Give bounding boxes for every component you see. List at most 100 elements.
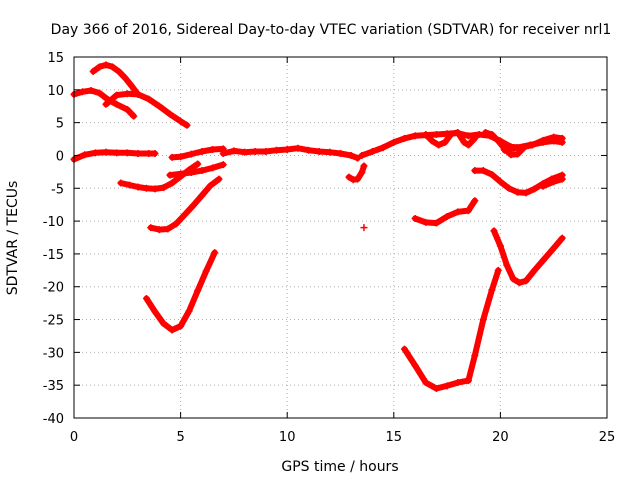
- data-point: [354, 154, 362, 162]
- data-point: [187, 169, 195, 177]
- data-point: [400, 134, 408, 142]
- data-point: [130, 112, 138, 120]
- data-point: [121, 74, 129, 82]
- data-point: [479, 316, 487, 324]
- data-point: [177, 170, 185, 178]
- data-point: [194, 287, 202, 295]
- y-tick-label: -40: [43, 412, 64, 427]
- data-point: [123, 106, 131, 114]
- data-point: [151, 185, 159, 193]
- data-point: [168, 179, 176, 187]
- y-tick-label: -30: [43, 346, 64, 361]
- data-point: [117, 179, 125, 187]
- data-point: [125, 181, 133, 189]
- data-point: [230, 147, 238, 155]
- data-point: [91, 149, 99, 157]
- data-point: [411, 132, 419, 140]
- data-point: [358, 169, 366, 177]
- axis-ticks: 0 5 10 15 20 25 -40 -35 -30 -25 -20 -15 -10 -5 0 5 10 15: [43, 51, 616, 445]
- data-point: [464, 141, 472, 149]
- data-point: [96, 63, 104, 71]
- data-point: [488, 286, 496, 294]
- x-tick-label: 5: [176, 430, 184, 445]
- data-point: [102, 100, 110, 108]
- x-tick-label: 10: [279, 430, 296, 445]
- data-point: [454, 208, 462, 216]
- x-tick-label: 0: [70, 430, 78, 445]
- data-point: [379, 144, 387, 152]
- data-point: [390, 138, 398, 146]
- series-arc-20: [490, 227, 566, 287]
- y-tick-label: 5: [56, 117, 64, 132]
- x-tick-label: 15: [386, 430, 403, 445]
- series-arc-8: [142, 249, 219, 334]
- data-point: [471, 197, 479, 205]
- x-tick-label: 20: [492, 430, 509, 445]
- y-axis-label: SDTVAR / TECUs: [5, 181, 21, 296]
- data-point: [441, 138, 449, 146]
- data-point: [172, 220, 180, 228]
- data-point: [496, 242, 504, 250]
- data-point: [368, 148, 376, 156]
- data-point: [294, 144, 302, 152]
- data-point: [198, 191, 206, 199]
- x-axis-label: GPS time / hours: [281, 459, 398, 475]
- x-tick-label: 25: [599, 430, 616, 445]
- data-point: [155, 226, 163, 234]
- data-point: [454, 128, 462, 136]
- data-point: [464, 207, 472, 215]
- data-point: [526, 141, 534, 149]
- data-point: [251, 148, 259, 156]
- data-point: [337, 149, 344, 157]
- data-point: [516, 279, 524, 287]
- data-point: [305, 146, 313, 154]
- data-point: [539, 138, 547, 146]
- data-point: [422, 218, 430, 226]
- data-point: [460, 138, 468, 146]
- series-arc-10: [219, 144, 362, 162]
- data-point: [503, 261, 511, 269]
- data-point: [206, 182, 214, 190]
- data-point: [273, 146, 281, 154]
- data-point: [558, 234, 566, 242]
- data-point: [87, 86, 95, 94]
- data-point: [422, 130, 430, 138]
- data-point: [411, 361, 419, 369]
- data-point: [435, 141, 443, 149]
- data-point: [548, 247, 556, 255]
- data-point: [134, 90, 142, 98]
- data-point: [155, 102, 163, 110]
- data-point: [177, 117, 185, 125]
- y-tick-label: -25: [43, 314, 64, 329]
- data-point: [202, 267, 210, 275]
- data-point: [185, 307, 193, 315]
- data-point: [209, 164, 217, 172]
- data-point: [168, 326, 176, 334]
- data-point: [142, 295, 150, 303]
- data-point: [151, 308, 159, 316]
- data-point: [198, 167, 206, 175]
- data-point: [354, 175, 362, 183]
- data-point: [89, 67, 97, 75]
- series-arc-18: [411, 197, 479, 227]
- series-arc-19: [400, 266, 502, 392]
- data-point: [79, 88, 87, 96]
- chart-title: Day 366 of 2016, Sidereal Day-to-day VTE…: [51, 22, 612, 38]
- data-point: [283, 146, 291, 154]
- data-point: [494, 137, 502, 145]
- data-point: [471, 352, 479, 360]
- data-point: [558, 138, 566, 146]
- data-point: [345, 173, 353, 181]
- data-point: [189, 201, 197, 209]
- data-point: [262, 148, 270, 156]
- data-point: [454, 379, 462, 387]
- data-point: [488, 170, 496, 178]
- data-point: [123, 90, 131, 98]
- data-point: [241, 148, 249, 156]
- data-point: [509, 275, 517, 283]
- data-point: [464, 132, 472, 140]
- series-arc-4: [102, 90, 191, 129]
- series-arc-2: [70, 86, 138, 120]
- series-arc-11: [345, 162, 368, 184]
